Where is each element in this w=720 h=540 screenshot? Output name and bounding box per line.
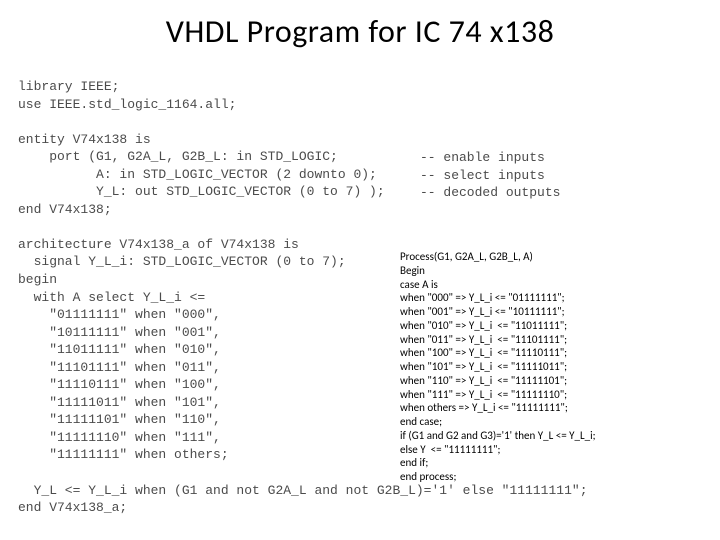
vhdl-process-block: Process(G1, G2A_L, G2B_L, A) Begin case … — [400, 250, 596, 484]
slide-title: VHDL Program for IC 74 x138 — [0, 12, 720, 51]
vhdl-port-comments: -- enable inputs -- select inputs -- dec… — [420, 149, 560, 202]
